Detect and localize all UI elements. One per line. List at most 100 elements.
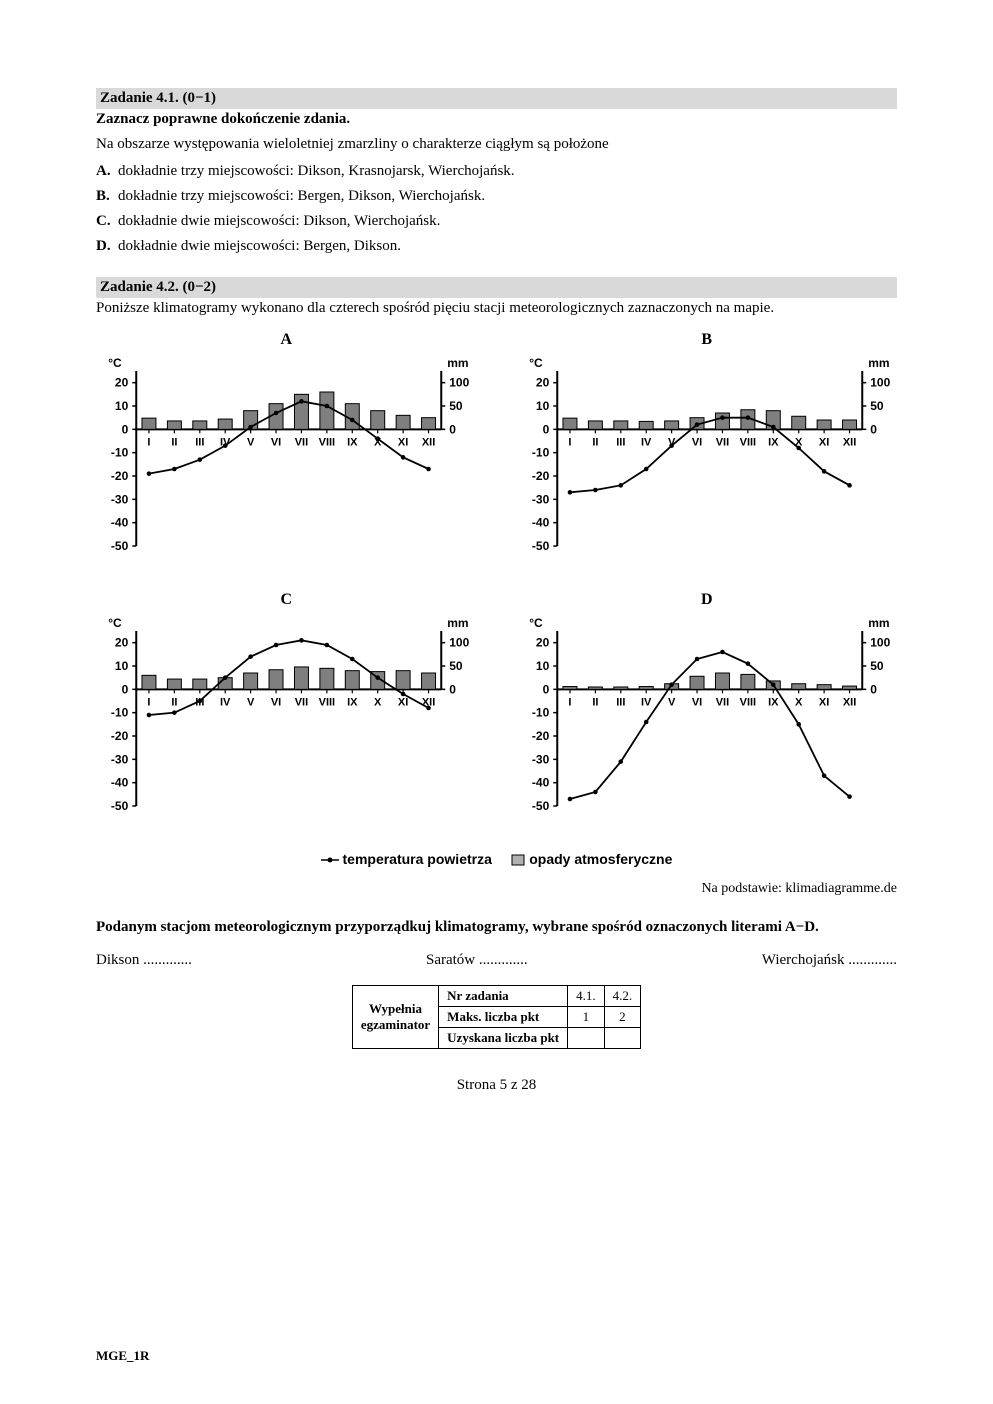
score-empty-2[interactable] (604, 1028, 641, 1049)
svg-text:20: 20 (535, 376, 549, 390)
chart-b: °Cmm20100-10-20-30-40-50100500IIIIIIIVVV… (517, 353, 898, 568)
svg-text:-20: -20 (531, 469, 549, 483)
option-b[interactable]: B.dokładnie trzy miejscowości: Bergen, D… (96, 188, 897, 205)
svg-text:20: 20 (535, 636, 549, 650)
svg-text:XI: XI (818, 436, 828, 448)
svg-text:VIII: VIII (739, 436, 756, 448)
svg-text:XI: XI (398, 696, 408, 708)
task-41-header: Zadanie 4.1. (0−1) (96, 88, 897, 109)
station-wierchojansk[interactable]: Wierchojańsk ............. (762, 952, 897, 969)
svg-text:IV: IV (220, 696, 231, 708)
svg-text:°C: °C (529, 356, 543, 370)
svg-text:°C: °C (108, 616, 122, 630)
svg-text:0: 0 (449, 682, 456, 696)
svg-text:VIII: VIII (739, 696, 756, 708)
svg-text:XI: XI (818, 696, 828, 708)
svg-text:50: 50 (449, 659, 463, 673)
svg-text:IX: IX (768, 436, 779, 448)
svg-text:-40: -40 (111, 776, 129, 790)
svg-text:-30: -30 (531, 752, 549, 766)
svg-text:VI: VI (691, 696, 701, 708)
chart-a: °Cmm20100-10-20-30-40-50100500IIIIIIIVVV… (96, 353, 477, 568)
task-41-instruction: Zaznacz poprawne dokończenie zdania. (96, 111, 897, 128)
chart-c: °Cmm20100-10-20-30-40-50100500IIIIIIIVVV… (96, 613, 477, 828)
station-saratow[interactable]: Saratów ............. (426, 952, 528, 969)
svg-text:VI: VI (271, 436, 281, 448)
svg-text:-40: -40 (111, 516, 129, 530)
svg-text:IX: IX (347, 436, 358, 448)
chart-d-title: D (517, 591, 898, 609)
svg-text:VIII: VIII (319, 436, 336, 448)
svg-text:I: I (147, 696, 150, 708)
svg-text:II: II (171, 436, 177, 448)
legend-temp-label: temperatura powietrza (343, 851, 492, 867)
svg-text:II: II (592, 696, 598, 708)
chart-source: Na podstawie: klimadiagramme.de (96, 881, 897, 897)
svg-text:VIII: VIII (319, 696, 336, 708)
svg-text:-10: -10 (111, 706, 129, 720)
svg-text:0: 0 (122, 422, 129, 436)
svg-text:-20: -20 (111, 469, 129, 483)
option-a[interactable]: A.dokładnie trzy miejscowości: Dikson, K… (96, 163, 897, 180)
svg-text:0: 0 (542, 682, 549, 696)
svg-text:-10: -10 (531, 706, 549, 720)
svg-text:VII: VII (295, 696, 308, 708)
score-side-label: Wypełniaegzaminator (352, 986, 438, 1049)
chart-legend: temperatura powietrza opady atmosferyczn… (96, 851, 897, 867)
svg-text:50: 50 (870, 659, 884, 673)
svg-text:-30: -30 (111, 752, 129, 766)
svg-text:II: II (171, 696, 177, 708)
svg-text:100: 100 (870, 376, 890, 390)
svg-text:-30: -30 (111, 492, 129, 506)
svg-text:IX: IX (347, 696, 358, 708)
answer-line: Dikson ............. Saratów ...........… (96, 952, 897, 969)
svg-text:XII: XII (842, 696, 855, 708)
legend-precip-label: opady atmosferyczne (529, 851, 672, 867)
svg-text:III: III (195, 436, 204, 448)
chart-a-title: A (96, 331, 477, 349)
svg-text:-50: -50 (111, 539, 129, 553)
svg-text:100: 100 (870, 636, 890, 650)
svg-text:0: 0 (449, 422, 456, 436)
svg-text:50: 50 (870, 399, 884, 413)
svg-text:X: X (374, 696, 382, 708)
task-41-stem: Na obszarze występowania wieloletniej zm… (96, 136, 897, 153)
svg-text:V: V (247, 696, 255, 708)
svg-text:0: 0 (122, 682, 129, 696)
svg-text:IV: IV (641, 436, 652, 448)
svg-text:-40: -40 (531, 776, 549, 790)
svg-text:VI: VI (271, 696, 281, 708)
option-d[interactable]: D.dokładnie dwie miejscowości: Bergen, D… (96, 238, 897, 255)
svg-text:-50: -50 (531, 539, 549, 553)
svg-text:VII: VII (295, 436, 308, 448)
svg-text:-10: -10 (531, 446, 549, 460)
svg-text:-50: -50 (111, 799, 129, 813)
svg-text:VII: VII (715, 696, 728, 708)
score-table: Wypełniaegzaminator Nr zadania 4.1. 4.2.… (352, 985, 641, 1049)
svg-text:°C: °C (529, 616, 543, 630)
matching-instruction: Podanym stacjom meteorologicznym przypor… (96, 919, 897, 936)
station-dikson[interactable]: Dikson ............. (96, 952, 192, 969)
svg-text:0: 0 (542, 422, 549, 436)
svg-text:I: I (147, 436, 150, 448)
svg-text:XII: XII (422, 436, 435, 448)
task-42-intro: Poniższe klimatogramy wykonano dla czter… (96, 300, 897, 317)
svg-text:VII: VII (715, 436, 728, 448)
option-c[interactable]: C.dokładnie dwie miejscowości: Dikson, W… (96, 213, 897, 230)
task-42-header: Zadanie 4.2. (0−2) (96, 277, 897, 298)
svg-text:V: V (667, 696, 675, 708)
svg-text:20: 20 (115, 376, 129, 390)
svg-text:10: 10 (535, 399, 549, 413)
svg-text:VI: VI (691, 436, 701, 448)
svg-text:50: 50 (449, 399, 463, 413)
svg-text:mm: mm (447, 356, 468, 370)
svg-text:V: V (247, 436, 255, 448)
score-empty-1[interactable] (568, 1028, 605, 1049)
svg-text:20: 20 (115, 636, 129, 650)
svg-text:mm: mm (868, 356, 889, 370)
svg-text:IX: IX (768, 696, 779, 708)
svg-text:100: 100 (449, 636, 469, 650)
chart-b-title: B (517, 331, 898, 349)
svg-text:III: III (616, 696, 625, 708)
svg-text:III: III (616, 436, 625, 448)
